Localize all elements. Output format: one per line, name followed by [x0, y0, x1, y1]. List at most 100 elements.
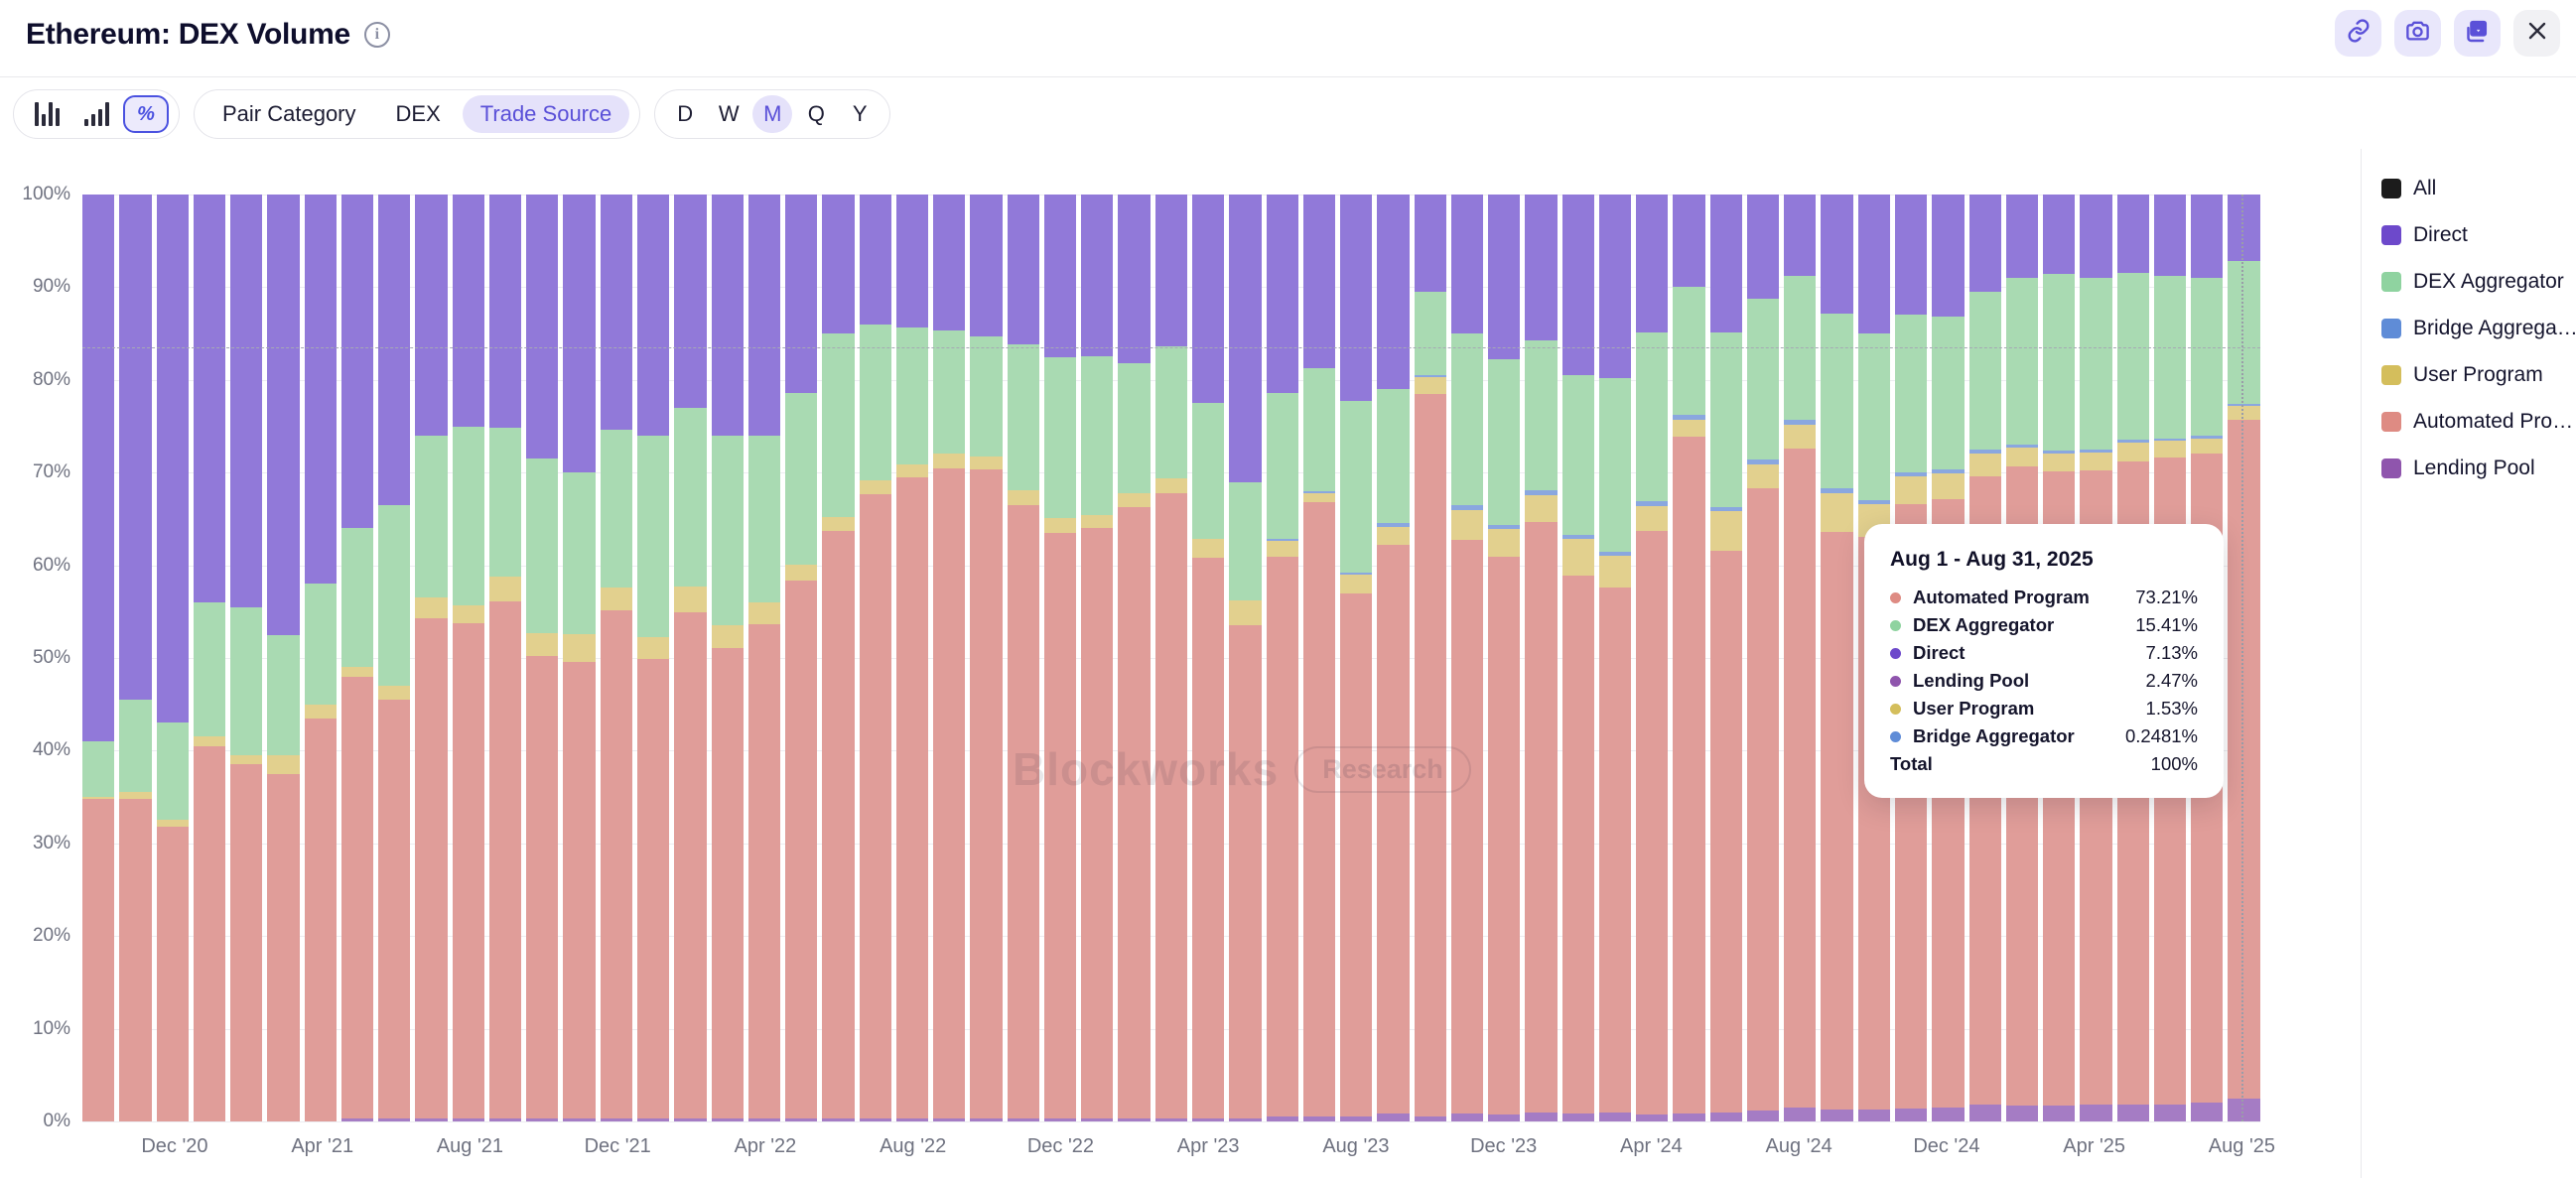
legend-item-automated-pro[interactable]: Automated Pro… — [2381, 398, 2576, 445]
stacked-bar[interactable] — [1821, 195, 1853, 1121]
stacked-bar[interactable] — [1598, 195, 1632, 1121]
legend-item-dex-aggregator[interactable]: DEX Aggregator — [2381, 258, 2576, 305]
header-divider — [0, 76, 2576, 77]
stacked-bar[interactable] — [1118, 195, 1151, 1121]
stacked-bar[interactable] — [1746, 195, 1780, 1121]
stacked-bar[interactable] — [1709, 195, 1742, 1121]
stacked-bar[interactable] — [1414, 195, 1446, 1121]
stacked-bar[interactable] — [415, 195, 448, 1121]
stacked-bar[interactable] — [1525, 195, 1558, 1121]
stacked-bar[interactable] — [82, 195, 115, 1121]
bar-segment — [1377, 545, 1410, 1114]
stacked-bar[interactable] — [156, 195, 189, 1121]
bar-segment — [452, 426, 484, 605]
bar-segment — [1340, 401, 1373, 574]
bar-segment — [230, 755, 263, 765]
period-day[interactable]: D — [677, 101, 694, 126]
stacked-bar[interactable] — [1266, 195, 1298, 1121]
stacked-bar[interactable] — [1450, 195, 1484, 1121]
tab-trade-source[interactable]: Trade Source — [462, 95, 630, 133]
stacked-bar[interactable] — [600, 195, 632, 1121]
stacked-bar[interactable] — [488, 195, 522, 1121]
bar-segment — [1266, 541, 1298, 558]
legend-item-all[interactable]: All — [2381, 165, 2576, 211]
stacked-bar[interactable] — [378, 195, 411, 1121]
bar-segment — [1302, 367, 1336, 491]
copy-link-button[interactable] — [2335, 10, 2381, 57]
stacked-bar[interactable] — [563, 195, 596, 1121]
stacked-bar[interactable] — [1007, 195, 1039, 1121]
tab-dex[interactable]: DEX — [395, 101, 441, 126]
screenshot-button[interactable] — [2394, 10, 2441, 57]
bar-chart-button[interactable] — [24, 95, 69, 133]
bar-segment — [1636, 1114, 1669, 1121]
stacked-bar[interactable] — [859, 195, 891, 1121]
stacked-bar[interactable] — [1043, 195, 1077, 1121]
bar-segment — [156, 826, 189, 1121]
stacked-bar[interactable] — [674, 195, 707, 1121]
bar-segment — [1561, 534, 1594, 540]
period-week[interactable]: W — [718, 101, 740, 126]
bar-segment — [2116, 440, 2149, 444]
stacked-bar[interactable] — [1673, 195, 1705, 1121]
period-month[interactable]: M — [752, 95, 793, 133]
close-button[interactable] — [2513, 10, 2560, 57]
legend-item-lending-pool[interactable]: Lending Pool — [2381, 445, 2576, 491]
stacked-bar[interactable] — [711, 195, 744, 1121]
stacked-bar[interactable] — [1561, 195, 1594, 1121]
percent-view-button[interactable]: % — [123, 95, 169, 133]
ascending-bars-button[interactable] — [73, 95, 119, 133]
bar-segment — [526, 195, 559, 459]
bar-segment — [415, 435, 448, 598]
bar-segment — [452, 195, 484, 427]
stacked-bar[interactable] — [230, 195, 263, 1121]
bar-segment — [711, 1118, 744, 1121]
stacked-bar[interactable] — [1488, 195, 1521, 1121]
legend-item-user-program[interactable]: User Program — [2381, 351, 2576, 398]
legend-item-bridge-aggrega[interactable]: Bridge Aggrega… — [2381, 305, 2576, 351]
stacked-bar[interactable] — [822, 195, 855, 1121]
stacked-bar[interactable] — [933, 195, 966, 1121]
bar-segment — [1895, 315, 1928, 473]
bar-segment — [193, 745, 226, 1121]
stacked-bar[interactable] — [340, 195, 374, 1121]
bar-segment — [563, 661, 596, 1119]
bar-segment — [1081, 195, 1114, 356]
stacked-bar[interactable] — [1229, 195, 1262, 1121]
stacked-bar[interactable] — [1081, 195, 1114, 1121]
bar-segment — [1746, 195, 1780, 299]
period-year[interactable]: Y — [852, 101, 868, 126]
bar-segment — [1266, 392, 1298, 539]
stacked-bar[interactable] — [636, 195, 670, 1121]
stacked-bar[interactable] — [2228, 195, 2260, 1121]
stacked-bar[interactable] — [267, 195, 300, 1121]
stacked-bar[interactable] — [785, 195, 818, 1121]
bar-segment — [1598, 195, 1632, 378]
period-quarter[interactable]: Q — [807, 101, 825, 126]
stacked-bar[interactable] — [895, 195, 929, 1121]
stacked-bar[interactable] — [1191, 195, 1225, 1121]
stacked-bar[interactable] — [1340, 195, 1373, 1121]
bar-segment — [1709, 511, 1742, 551]
bar-segment — [1118, 195, 1151, 363]
stacked-bar[interactable] — [747, 195, 781, 1121]
stacked-bar[interactable] — [119, 195, 152, 1121]
legend-item-direct[interactable]: Direct — [2381, 211, 2576, 258]
info-icon[interactable]: i — [363, 22, 390, 48]
bar-segment — [2043, 450, 2076, 454]
stacked-bar[interactable] — [1302, 195, 1336, 1121]
stacked-bar[interactable] — [1784, 195, 1817, 1121]
stacked-bar[interactable] — [970, 195, 1003, 1121]
stacked-bar[interactable] — [304, 195, 337, 1121]
stacked-bar[interactable] — [1154, 195, 1187, 1121]
export-button[interactable] — [2454, 10, 2501, 57]
tab-pair-category[interactable]: Pair Category — [222, 101, 356, 126]
stacked-bar[interactable] — [452, 195, 484, 1121]
stacked-bar[interactable] — [1377, 195, 1410, 1121]
stacked-bar[interactable] — [193, 195, 226, 1121]
bar-segment — [1191, 1118, 1225, 1121]
bar-segment — [2191, 1103, 2224, 1121]
stacked-bar[interactable] — [1636, 195, 1669, 1121]
bar-segment — [1895, 195, 1928, 316]
stacked-bar[interactable] — [526, 195, 559, 1121]
